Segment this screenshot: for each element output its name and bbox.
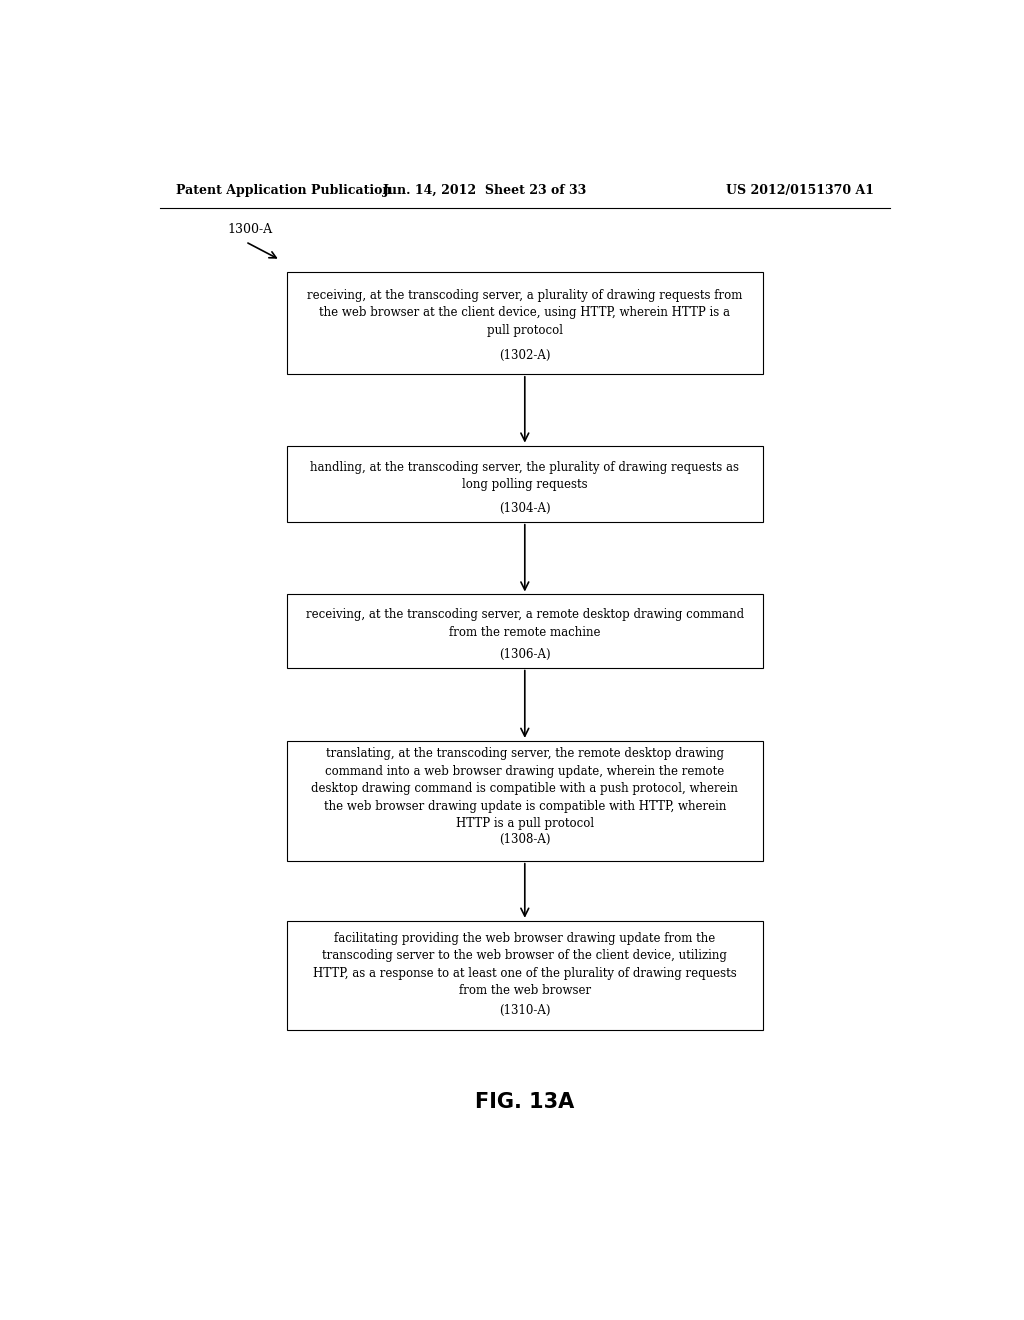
Text: handling, at the transcoding server, the plurality of drawing requests as
long p: handling, at the transcoding server, the…	[310, 461, 739, 491]
FancyBboxPatch shape	[287, 446, 763, 521]
FancyBboxPatch shape	[287, 741, 763, 861]
FancyBboxPatch shape	[287, 921, 763, 1031]
Text: (1306-A): (1306-A)	[499, 648, 551, 661]
Text: receiving, at the transcoding server, a plurality of drawing requests from
the w: receiving, at the transcoding server, a …	[307, 289, 742, 337]
Text: (1310-A): (1310-A)	[499, 1005, 551, 1018]
Text: FIG. 13A: FIG. 13A	[475, 1092, 574, 1111]
Text: facilitating providing the web browser drawing update from the
transcoding serve: facilitating providing the web browser d…	[313, 932, 736, 998]
FancyBboxPatch shape	[287, 272, 763, 374]
FancyBboxPatch shape	[287, 594, 763, 668]
Text: (1308-A): (1308-A)	[499, 833, 551, 846]
Text: Patent Application Publication: Patent Application Publication	[176, 185, 391, 198]
Text: Jun. 14, 2012  Sheet 23 of 33: Jun. 14, 2012 Sheet 23 of 33	[383, 185, 587, 198]
Text: (1304-A): (1304-A)	[499, 502, 551, 515]
Text: translating, at the transcoding server, the remote desktop drawing
command into : translating, at the transcoding server, …	[311, 747, 738, 830]
Text: US 2012/0151370 A1: US 2012/0151370 A1	[726, 185, 873, 198]
Text: receiving, at the transcoding server, a remote desktop drawing command
from the : receiving, at the transcoding server, a …	[306, 609, 743, 639]
Text: (1302-A): (1302-A)	[499, 348, 551, 362]
Text: 1300-A: 1300-A	[227, 223, 272, 236]
